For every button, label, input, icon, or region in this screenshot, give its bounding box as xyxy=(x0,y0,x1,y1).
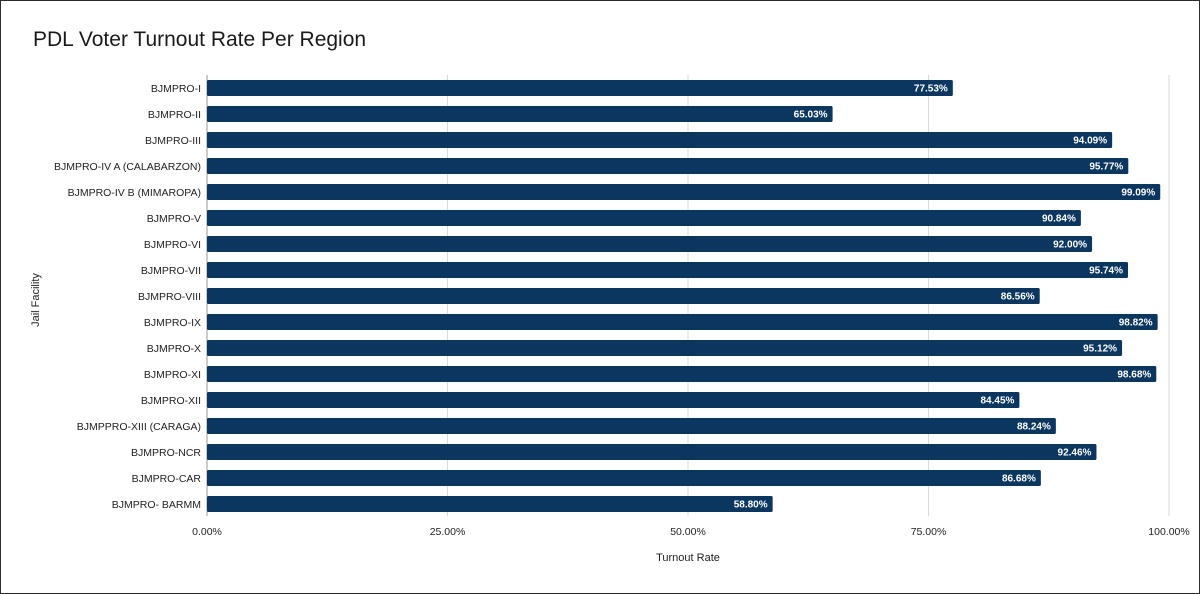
y-axis-title: Jail Facility xyxy=(30,273,42,327)
category-label: BJMPRO-III xyxy=(145,135,201,147)
category-label: BJMPRO-XI xyxy=(144,369,201,381)
bar-data-label: 95.74% xyxy=(1089,266,1123,277)
category-label: BJMPRO-IV B (MIMAROPA) xyxy=(68,187,201,199)
category-label: BJMPRO-NCR xyxy=(131,447,201,459)
x-tick-label: 0.00% xyxy=(192,526,222,538)
bar-data-label: 77.53% xyxy=(914,84,948,95)
bar-data-label: 98.82% xyxy=(1119,318,1153,329)
bar-data-label: 84.45% xyxy=(980,396,1014,407)
category-label: BJMPRO-XII xyxy=(141,395,201,407)
x-tick-label: 75.00% xyxy=(911,526,947,538)
bar xyxy=(207,106,833,122)
bar-data-label: 86.68% xyxy=(1002,474,1036,485)
bars: 77.53% 65.03% 94.09% 95.77% 99.09% 90.84% 92.0… xyxy=(207,80,1161,512)
x-axis-title: Turnout Rate xyxy=(656,552,720,564)
bar-data-label: 99.09% xyxy=(1121,188,1155,199)
category-labels: BJMPRO-I BJMPRO-II BJMPRO-III BJMPRO-IV A (… xyxy=(54,83,201,511)
bar-data-label: 94.09% xyxy=(1073,136,1107,147)
category-label: BJMPRO-II xyxy=(148,109,201,121)
x-tick-label: 25.00% xyxy=(430,526,466,538)
x-tick-labels: 0.00% 25.00% 50.00% 75.00% 100.00% xyxy=(192,526,1190,538)
bar xyxy=(207,80,953,96)
category-label: BJMPRO-VIII xyxy=(138,291,201,303)
bar xyxy=(207,210,1081,226)
bar xyxy=(207,314,1158,330)
bar-data-label: 98.68% xyxy=(1117,370,1151,381)
bar-data-label: 88.24% xyxy=(1017,422,1051,433)
bar xyxy=(207,132,1113,148)
bar xyxy=(207,158,1129,174)
bar-data-label: 86.56% xyxy=(1001,292,1035,303)
category-label: BJMPRO-IV A (CALABARZON) xyxy=(54,161,201,173)
bar xyxy=(207,470,1041,486)
category-label: BJMPPRO-XIII (CARAGA) xyxy=(77,421,201,433)
bar-data-label: 90.84% xyxy=(1042,214,1076,225)
bar xyxy=(207,262,1129,278)
category-label: BJMPRO-V xyxy=(147,213,201,225)
category-label: BJMPRO-I xyxy=(151,83,201,95)
bar-data-label: 95.77% xyxy=(1089,162,1123,173)
bar xyxy=(207,496,773,512)
x-tick-label: 50.00% xyxy=(670,526,706,538)
chart-title: PDL Voter Turnout Rate Per Region xyxy=(33,28,367,51)
bar-data-label: 65.03% xyxy=(794,110,828,121)
bar xyxy=(207,392,1020,408)
bar-data-label: 92.00% xyxy=(1053,240,1087,251)
x-tick-label: 100.00% xyxy=(1148,526,1189,538)
bar xyxy=(207,340,1123,356)
category-label: BJMPRO-VII xyxy=(141,265,201,277)
bar xyxy=(207,236,1093,252)
bar xyxy=(207,444,1097,460)
bar-data-label: 95.12% xyxy=(1083,344,1117,355)
bar-data-label: 58.80% xyxy=(734,500,768,511)
category-label: BJMPRO-VI xyxy=(144,239,201,251)
category-label: BJMPRO-X xyxy=(147,343,201,355)
category-label: BJMPRO-IX xyxy=(144,317,201,329)
bar xyxy=(207,418,1056,434)
bar xyxy=(207,288,1040,304)
category-label: BJMPRO- BARMM xyxy=(112,499,201,511)
bar xyxy=(207,366,1157,382)
category-label: BJMPRO-CAR xyxy=(132,473,202,485)
bar xyxy=(207,184,1161,200)
bar-data-label: 92.46% xyxy=(1058,448,1092,459)
